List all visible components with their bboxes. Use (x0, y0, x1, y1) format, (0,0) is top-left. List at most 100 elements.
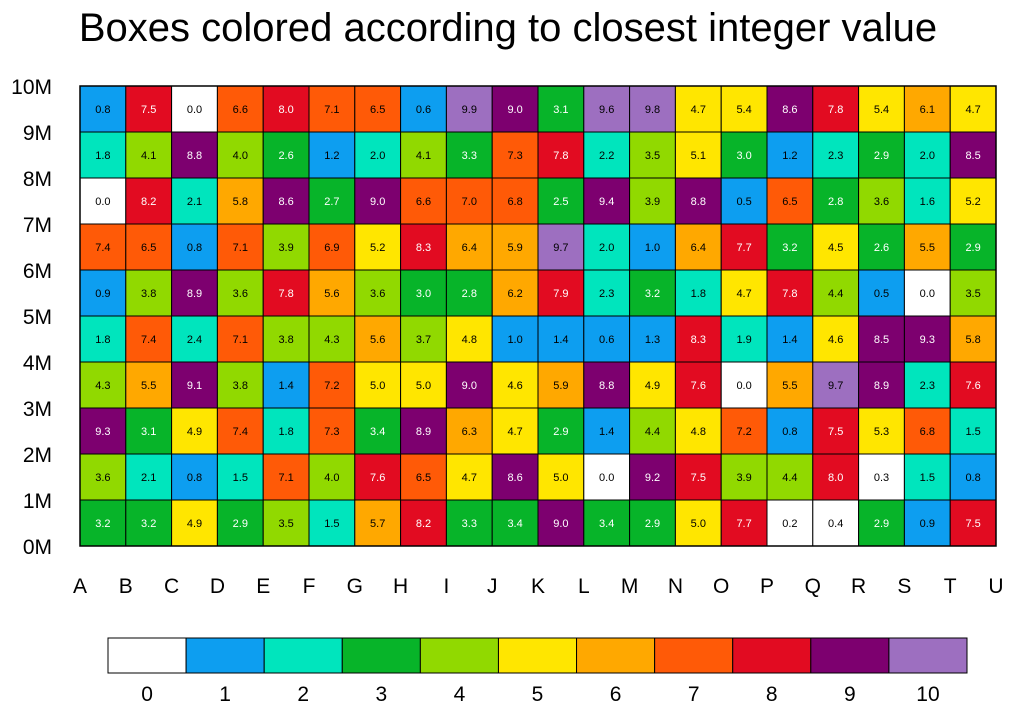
heatmap-cell (903, 407, 951, 455)
cell-value-label: 6.8 (920, 426, 935, 438)
heatmap-cell (216, 131, 264, 179)
x-tick-label: K (531, 575, 545, 598)
cell-value-label: 0.8 (187, 472, 202, 484)
heatmap-cell (445, 131, 493, 179)
y-tick-label: 5M (23, 306, 52, 329)
heatmap-cell (171, 177, 218, 225)
heatmap-cell (766, 85, 814, 133)
heatmap-cell (674, 269, 722, 317)
y-tick-label: 0M (23, 536, 52, 559)
heatmap-cell (491, 453, 539, 501)
x-tick-label: D (210, 575, 225, 598)
cell-value-label: 4.6 (507, 380, 522, 392)
heatmap-cell (674, 315, 722, 363)
cell-value-label: 8.9 (187, 288, 202, 300)
cell-value-label: 2.9 (645, 518, 660, 530)
cell-value-label: 9.0 (462, 380, 477, 392)
heatmap-cell (125, 407, 173, 455)
cell-value-label: 5.2 (965, 196, 980, 208)
cell-value-label: 1.5 (233, 472, 248, 484)
heatmap-cell (125, 499, 173, 547)
cell-value-label: 2.9 (233, 518, 248, 530)
cell-value-label: 7.4 (233, 426, 248, 438)
colorbar-swatch (263, 637, 343, 674)
heatmap-cell (79, 131, 127, 179)
cell-value-label: 2.0 (370, 150, 385, 162)
cell-value-label: 4.7 (462, 472, 477, 484)
heatmap-cell (308, 131, 356, 179)
cell-value-label: 1.8 (95, 334, 110, 346)
x-tick-label: C (164, 575, 179, 598)
heatmap-cell (674, 453, 722, 501)
cell-value-label: 3.4 (507, 518, 522, 530)
cell-value-label: 9.4 (599, 196, 614, 208)
heatmap-cell (491, 407, 539, 455)
cell-value-label: 1.4 (278, 380, 293, 392)
x-tick-label: S (897, 575, 911, 598)
colorbar-label: 9 (844, 683, 856, 706)
heatmap-cell (629, 223, 676, 271)
heatmap-cell (308, 269, 356, 317)
heatmap-cell (400, 177, 447, 225)
heatmap-cell (583, 361, 631, 409)
cell-value-label: 4.7 (736, 288, 751, 300)
cell-value-label: 6.2 (507, 288, 522, 300)
cell-value-label: 5.0 (416, 380, 431, 392)
plot-frame (79, 85, 997, 547)
heatmap-cell (583, 85, 631, 133)
heatmap-cell (949, 223, 997, 271)
y-tick-label: 6M (23, 260, 52, 283)
heatmap-cell (171, 85, 218, 133)
heatmap-cells: 0.8 7.5 0.0 6.6 8.0 7.1 6.5 0.6 9.9 9.0 3.1 9.6 9.8 4… (79, 85, 997, 547)
y-tick-label: 9M (23, 122, 52, 145)
cell-value-label: 7.8 (553, 150, 568, 162)
heatmap-cell (308, 453, 356, 501)
x-tick-label: H (393, 575, 408, 598)
cell-value-label: 8.0 (278, 104, 293, 116)
cell-value-label: 4.9 (187, 426, 202, 438)
cell-value-label: 2.4 (187, 334, 202, 346)
cell-value-label: 9.3 (95, 426, 110, 438)
heatmap-cell (125, 361, 173, 409)
cell-value-label: 3.6 (95, 472, 110, 484)
cell-value-label: 4.3 (95, 380, 110, 392)
cell-value-label: 4.0 (324, 472, 339, 484)
heatmap-cell (949, 407, 997, 455)
heatmap-cell (629, 85, 676, 133)
cell-value-label: 1.5 (920, 472, 935, 484)
cell-value-label: 3.4 (599, 518, 614, 530)
cell-value-label: 0.3 (874, 472, 889, 484)
heatmap-cell (537, 131, 585, 179)
cell-value-label: 5.3 (874, 426, 889, 438)
cell-value-label: 4.4 (828, 288, 843, 300)
cell-value-label: 1.2 (324, 150, 339, 162)
cell-value-label: 0.0 (187, 104, 202, 116)
cell-value-label: 7.1 (233, 334, 248, 346)
cell-value-label: 4.0 (233, 150, 248, 162)
heatmap-cell (79, 361, 127, 409)
heatmap-cell (262, 223, 310, 271)
heatmap-cell (354, 361, 402, 409)
chart-title: Boxes colored according to closest integ… (78, 6, 938, 50)
heatmap-cell (171, 315, 218, 363)
cell-value-label: 3.6 (874, 196, 889, 208)
cell-value-label: 4.7 (691, 104, 706, 116)
x-tick-label: T (944, 575, 957, 598)
heatmap-cell (445, 315, 493, 363)
cell-value-label: 7.5 (828, 426, 843, 438)
heatmap-cell (262, 499, 310, 547)
cell-value-label: 2.9 (874, 518, 889, 530)
cell-value-label: 7.0 (462, 196, 477, 208)
heatmap-cell (720, 499, 768, 547)
cell-value-label: 6.5 (782, 196, 797, 208)
cell-value-label: 0.0 (599, 472, 614, 484)
cell-value-label: 2.1 (141, 472, 156, 484)
cell-value-label: 2.9 (553, 426, 568, 438)
heatmap-cell (812, 361, 860, 409)
heatmap-cell (766, 361, 814, 409)
cell-value-label: 4.3 (324, 334, 339, 346)
x-tick-label: U (988, 575, 1003, 598)
x-tick-label: L (578, 575, 590, 598)
colorbar-swatch (888, 637, 968, 674)
cell-value-label: 2.8 (462, 288, 477, 300)
